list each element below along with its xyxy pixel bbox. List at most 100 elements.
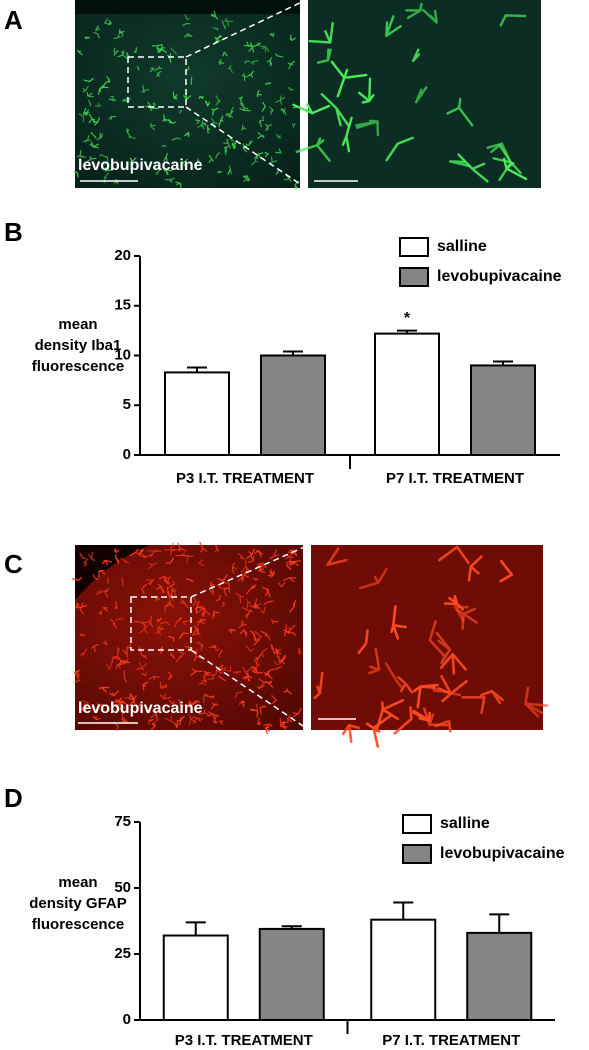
cell [164,603,170,612]
cell [114,601,119,610]
cell [98,686,109,693]
cell [155,595,160,602]
cell [198,96,204,99]
cell [95,25,101,32]
cell [169,549,176,556]
cell [227,65,233,74]
cell [238,96,243,104]
cell [154,626,165,636]
cell [215,595,221,602]
cell [223,146,229,153]
cell [215,152,221,159]
cell [203,693,215,699]
cell [159,681,166,689]
cell [231,562,237,574]
zoom-line [185,0,307,58]
y-tick-label: 75 [114,813,131,830]
cell [261,102,266,112]
cell [486,142,512,165]
cell [446,97,474,127]
cell [434,719,452,733]
cell [286,561,292,571]
cell [271,694,277,705]
cell [237,553,246,561]
cell [74,673,81,683]
cell [271,666,283,671]
cell [354,119,380,137]
cell [157,624,163,630]
legend-swatch [399,237,429,257]
cell [170,653,175,659]
cell [244,60,250,64]
x-group-label: P7 I.T. TREATMENT [386,470,524,487]
cell [221,664,227,674]
cell [117,50,128,59]
cell [147,615,153,628]
cell [245,140,253,146]
cell [71,577,82,581]
cell [270,644,276,655]
cell [178,632,189,639]
cell [258,566,266,573]
cell [287,60,295,70]
cell [256,703,259,715]
cell [449,160,472,168]
legend-label: levobupivacaine [437,268,562,285]
cell [499,14,527,27]
cell [169,700,175,705]
cell [198,559,205,567]
cell [298,647,302,655]
cell [286,624,296,634]
cell [275,53,284,58]
cell [288,87,294,91]
cell [113,34,120,40]
cell [195,600,203,614]
cell [106,663,113,670]
cell [94,102,102,107]
cell [263,723,273,727]
cell [148,675,161,680]
cell [162,114,170,122]
cell [90,644,99,653]
cell [207,673,215,681]
cell [104,155,109,165]
cell [245,584,257,595]
cell [126,128,131,138]
cell [248,555,255,563]
cell [147,706,151,714]
cell [257,685,265,690]
cell [385,15,402,37]
cell [184,14,190,21]
y-tick-label: 0 [123,1011,131,1028]
cell [276,133,282,139]
cell [172,91,178,100]
cell [191,627,201,636]
cell [123,670,127,683]
cell [90,131,97,139]
legend-swatch [402,814,432,834]
cell [422,8,438,24]
cell [279,717,286,730]
cell [267,570,275,578]
cell [167,599,175,608]
cell [130,548,141,557]
cell [153,66,163,72]
cell [118,700,127,706]
cell [375,699,404,732]
cell [262,562,267,568]
cell [250,155,258,166]
cell [221,601,226,607]
cell [384,662,404,690]
cell [122,97,131,102]
cell [308,22,334,44]
cell [461,696,486,714]
cell [138,549,145,557]
cell [256,89,262,98]
cell [242,666,251,676]
cell [397,676,414,694]
cell [121,577,124,586]
cell [128,136,136,139]
cell [264,725,270,735]
cell [175,181,182,186]
